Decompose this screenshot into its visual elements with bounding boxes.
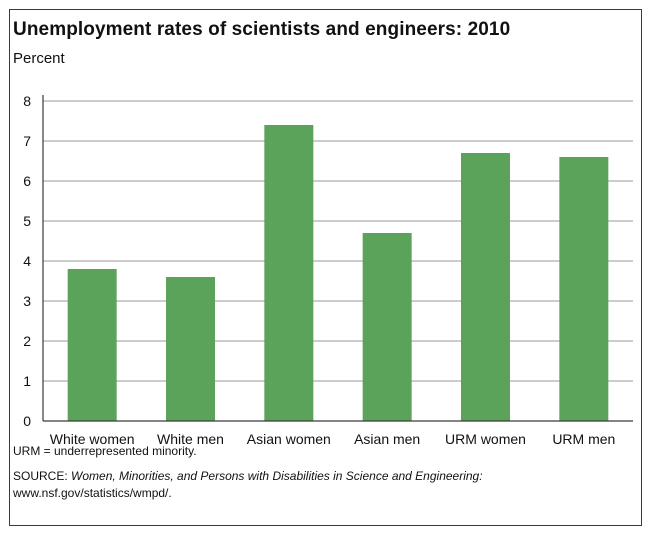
x-tick-label: URM men: [552, 431, 615, 447]
y-tick-label: 0: [23, 413, 31, 429]
y-tick-label: 7: [23, 133, 31, 149]
chart-subtitle: Percent: [13, 50, 65, 67]
x-tick-label: White women: [50, 431, 135, 447]
chart-frame: [9, 9, 642, 526]
bar: [461, 153, 510, 421]
bar: [559, 157, 609, 421]
y-tick-label: 4: [23, 253, 31, 269]
x-tick-label: Asian women: [247, 431, 331, 447]
y-tick-label: 2: [23, 333, 31, 349]
y-tick-label: 5: [23, 213, 31, 229]
footnote: URM = underrepresented minority.: [13, 444, 197, 458]
y-tick-label: 3: [23, 293, 31, 309]
x-tick-label: White men: [157, 431, 224, 447]
x-tick-label: URM women: [445, 431, 526, 447]
source-url: www.nsf.gov/statistics/wmpd/.: [13, 486, 172, 500]
x-tick-label: Asian men: [354, 431, 420, 447]
y-tick-label: 8: [23, 93, 31, 109]
bar: [67, 269, 117, 421]
y-tick-label: 1: [23, 373, 31, 389]
bar: [362, 233, 412, 421]
source-label: SOURCE:: [13, 469, 68, 483]
chart-title: Unemployment rates of scientists and eng…: [13, 19, 511, 40]
bar: [264, 125, 314, 421]
y-tick-label: 6: [23, 173, 31, 189]
bar: [166, 277, 215, 421]
source-note: SOURCE: Women, Minorities, and Persons w…: [13, 468, 613, 502]
source-publication: Women, Minorities, and Persons with Disa…: [71, 469, 483, 483]
